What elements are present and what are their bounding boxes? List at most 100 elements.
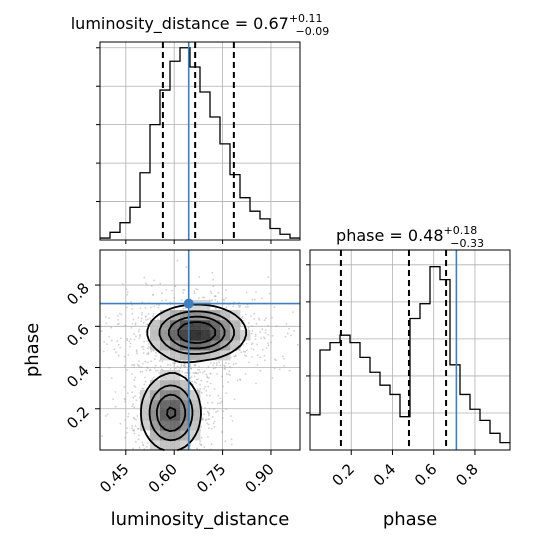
title-text: phase = 0.48+0.18 −0.33	[336, 224, 484, 250]
scatter-point	[140, 366, 143, 368]
scatter-point	[258, 319, 261, 321]
scatter-point	[133, 428, 135, 431]
scatter-point	[133, 385, 136, 387]
scatter-point	[153, 367, 156, 369]
scatter-point	[247, 327, 250, 329]
scatter-point	[200, 425, 203, 428]
scatter-point	[141, 362, 144, 365]
scatter-point	[194, 381, 196, 384]
scatter-point	[157, 306, 160, 309]
scatter-point	[205, 394, 208, 397]
density-cell	[160, 310, 171, 321]
scatter-point	[124, 400, 127, 403]
scatter-point	[165, 299, 167, 302]
scatter-point	[261, 328, 264, 331]
phase-histogram	[306, 249, 511, 451]
scatter-point	[116, 323, 119, 326]
scatter-point	[209, 372, 212, 375]
scatter-point	[142, 321, 145, 324]
scatter-point	[239, 379, 242, 381]
scatter-point	[207, 365, 210, 368]
contour-line	[166, 321, 217, 420]
truth-marker	[183, 298, 194, 309]
scatter-point	[147, 318, 149, 321]
scatter-point	[216, 362, 218, 364]
scatter-point	[240, 351, 243, 354]
scatter-point	[137, 316, 140, 319]
density-cell	[150, 330, 161, 341]
scatter-point	[176, 259, 179, 262]
density-cell	[180, 400, 191, 411]
scatter-point	[141, 311, 144, 314]
scatter-point	[192, 371, 195, 374]
scatter-point	[136, 415, 139, 417]
scatter-point	[251, 330, 254, 332]
density-cell	[190, 400, 201, 411]
density-cell	[210, 320, 221, 331]
scatter-point	[199, 440, 202, 442]
scatter-point	[123, 386, 126, 388]
scatter-point	[127, 413, 130, 415]
scatter-point	[182, 292, 185, 294]
scatter-point	[212, 367, 215, 370]
scatter-point	[209, 373, 212, 375]
scatter-point	[138, 328, 141, 331]
scatter-point	[147, 442, 149, 444]
scatter-point	[282, 355, 284, 358]
scatter-point	[216, 373, 218, 375]
scatter-point	[108, 366, 111, 369]
density-cell	[170, 370, 181, 381]
scatter-point	[185, 374, 187, 377]
scatter-point	[142, 443, 144, 446]
y-axis-label-phase: phase	[22, 323, 43, 377]
scatter-point	[126, 427, 129, 429]
scatter-point	[183, 288, 186, 291]
density-cell	[210, 350, 221, 361]
scatter-point	[245, 306, 247, 308]
scatter-point	[131, 427, 134, 430]
scatter-point	[148, 342, 150, 345]
scatter-point	[118, 322, 120, 325]
scatter-point	[257, 317, 260, 320]
scatter-point	[138, 364, 140, 367]
scatter-point	[131, 312, 134, 315]
scatter-point	[252, 348, 255, 351]
scatter-point	[215, 308, 217, 310]
scatter-point	[142, 348, 145, 351]
scatter-point	[131, 405, 134, 407]
scatter-point	[211, 401, 214, 404]
scatter-point	[144, 376, 146, 379]
scatter-point	[256, 364, 259, 366]
scatter-point	[147, 351, 150, 354]
density-cell	[170, 420, 181, 431]
scatter-point	[133, 366, 136, 369]
scatter-point	[115, 351, 117, 354]
density-cell	[180, 350, 191, 361]
scatter-point	[245, 291, 248, 294]
scatter-point	[218, 361, 220, 364]
scatter-point	[161, 299, 164, 302]
scatter-point	[158, 304, 161, 306]
scatter-point	[199, 383, 201, 386]
x-tick-label: 0.2	[328, 460, 358, 490]
scatter-point	[193, 292, 196, 295]
scatter-point	[239, 305, 242, 307]
density-cell	[170, 440, 181, 451]
scatter-point	[200, 443, 203, 446]
joint-density-panel	[99, 249, 301, 451]
scatter-point	[221, 417, 224, 419]
scatter-point	[222, 410, 225, 413]
scatter-point	[113, 348, 116, 351]
scatter-point	[146, 347, 149, 349]
scatter-point	[197, 372, 200, 375]
scatter-point	[271, 316, 273, 319]
scatter-point	[255, 322, 258, 325]
scatter-point	[150, 350, 153, 353]
x-tick-label: 0.75	[193, 460, 229, 496]
scatter-point	[255, 382, 257, 385]
scatter-point	[256, 354, 259, 356]
density-cell	[230, 320, 241, 331]
scatter-point	[212, 278, 215, 281]
scatter-point	[208, 418, 211, 421]
scatter-point	[250, 343, 253, 346]
